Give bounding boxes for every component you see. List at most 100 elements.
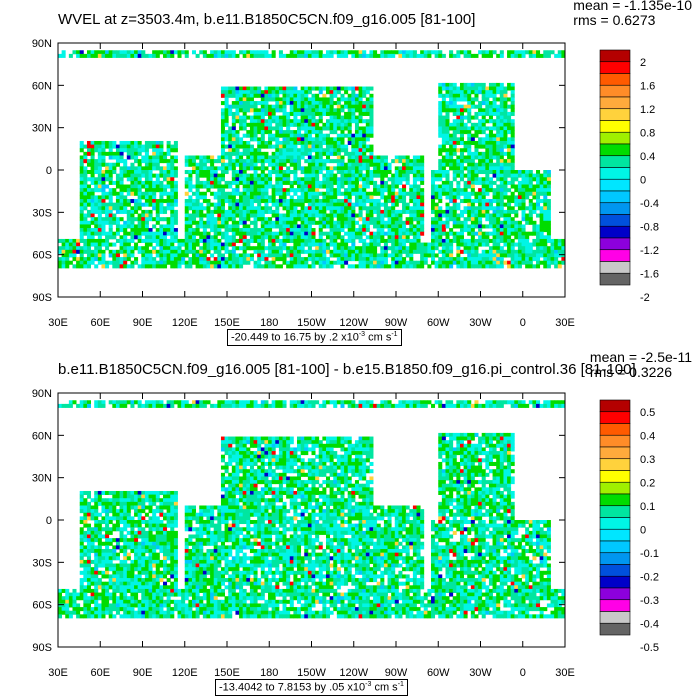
colorbar-swatch — [599, 505, 631, 518]
colorbar-label: -0.2 — [640, 571, 659, 583]
colorbar-swatch — [599, 190, 631, 204]
colorbar-label: 1.2 — [640, 104, 655, 116]
colorbar-swatch — [599, 178, 631, 192]
colorbar-swatch — [599, 261, 631, 274]
x-tick-label: 180 — [260, 317, 278, 329]
x-tick-label: 0 — [520, 317, 526, 329]
colorbar-swatch — [599, 225, 631, 239]
colorbar-swatch — [599, 131, 631, 145]
colorbar-label: -0.4 — [640, 198, 659, 210]
mean-label: mean = -1.135e-10 — [573, 0, 692, 13]
colorbar-swatch — [599, 96, 631, 110]
colorbar-swatch — [599, 272, 631, 286]
x-tick-label: 30W — [469, 667, 492, 679]
y-tick-label: 90N — [32, 388, 52, 400]
x-tick-label: 30E — [555, 317, 575, 329]
bottom-panel: b.e11.B1850C5CN.f09_g16.005 [81-100] - b… — [0, 350, 700, 700]
range-label: -13.4042 to 7.8153 by .05 x10 — [219, 681, 366, 694]
x-tick-label: 30E — [555, 667, 575, 679]
colorbar-swatch — [599, 540, 631, 554]
y-tick-label: 90N — [32, 38, 52, 50]
colorbar-label: -0.5 — [640, 642, 659, 654]
colorbar-label: 0 — [640, 524, 646, 536]
x-tick-label: 30E — [48, 317, 68, 329]
rms-label: rms = 0.3226 — [589, 364, 673, 380]
colorbar-swatch — [599, 237, 631, 251]
x-tick-label: 120W — [339, 317, 368, 329]
colorbar-label: 0 — [640, 174, 646, 186]
colorbar-label: -1.2 — [640, 245, 659, 257]
colorbar-swatch — [599, 599, 631, 612]
y-tick-label: 30S — [32, 207, 52, 219]
colorbar-label: -2 — [640, 292, 650, 304]
x-tick-label: 60W — [427, 317, 450, 329]
colorbar-label: -0.3 — [640, 595, 659, 607]
colorbar-swatch — [599, 446, 631, 460]
colorbar-swatch — [599, 120, 631, 133]
colorbar-swatch — [599, 49, 631, 63]
y-tick-label: 90S — [32, 292, 52, 304]
range-units: cm s — [371, 681, 398, 694]
chart-title: b.e11.B1850C5CN.f09_g16.005 [81-100] - b… — [58, 361, 636, 378]
colorbar-label: -0.1 — [640, 548, 659, 560]
colorbar-swatch — [599, 622, 631, 636]
y-tick-label: 60S — [32, 250, 52, 262]
mean-label: mean = -2.5e-11 — [589, 349, 692, 365]
x-tick-label: 90W — [385, 667, 408, 679]
colorbar-swatch — [599, 470, 631, 483]
colorbar-label: -1.6 — [640, 268, 659, 280]
x-tick-label: 90E — [133, 317, 153, 329]
colorbar-swatch — [599, 481, 631, 495]
colorbar-label: 2 — [640, 57, 646, 69]
range-exponent: -3 — [365, 681, 372, 688]
x-tick-label: 150E — [214, 317, 240, 329]
colorbar-swatch — [599, 611, 631, 624]
colorbar-swatch — [599, 249, 631, 262]
stats-block: mean = -1.135e-10 rms = 0.6273 — [573, 0, 692, 28]
y-tick-label: 30N — [32, 123, 52, 135]
range-units-exponent: -1 — [391, 331, 398, 338]
colorbar-label: 0.3 — [640, 454, 655, 466]
x-tick-label: 150W — [297, 317, 326, 329]
colorbar-swatch — [599, 167, 631, 180]
colorbar-swatch — [599, 143, 631, 157]
rms-label: rms = 0.6273 — [573, 12, 656, 28]
colorbar-swatch — [599, 155, 631, 168]
contour-range-box: -20.449 to 16.75 by .2 x10-3 cm s-1 — [227, 329, 402, 346]
colorbar-label: 0.4 — [640, 430, 655, 442]
x-tick-label: 30W — [469, 317, 492, 329]
colorbar-label: -0.8 — [640, 221, 659, 233]
top-panel: WVEL at z=3503.4m, b.e11.B1850C5CN.f09_g… — [32, 0, 692, 346]
colorbar-swatch — [599, 575, 631, 589]
x-tick-label: 30E — [48, 667, 68, 679]
colorbar-swatch — [599, 411, 631, 424]
colorbar-swatch — [599, 528, 631, 542]
colorbar-label: 1.6 — [640, 80, 655, 92]
x-tick-label: 120W — [339, 667, 368, 679]
colorbar-label: -0.4 — [640, 618, 659, 630]
colorbar-swatch — [599, 61, 631, 74]
colorbar-swatch — [599, 587, 631, 601]
x-tick-label: 150E — [214, 667, 240, 679]
y-tick-label: 30S — [32, 557, 52, 569]
colorbar-label: 0.4 — [640, 151, 655, 163]
colorbar-swatch — [599, 84, 631, 98]
x-tick-label: 60E — [90, 317, 110, 329]
y-tick-label: 90S — [32, 642, 52, 654]
colorbar-swatch — [599, 73, 631, 86]
colorbar-swatch — [599, 202, 631, 215]
x-tick-label: 90W — [385, 317, 408, 329]
contour-range-box: -13.4042 to 7.8153 by .05 x10-3 cm s-1 — [215, 679, 408, 696]
x-tick-label: 120E — [172, 317, 198, 329]
colorbar-swatch — [599, 434, 631, 448]
x-tick-label: 90E — [133, 667, 153, 679]
colorbar-swatch — [599, 564, 631, 577]
colorbar-swatch — [599, 423, 631, 436]
x-tick-label: 150W — [297, 667, 326, 679]
colorbar-label: 0.1 — [640, 501, 655, 513]
colorbar-label: 0.5 — [640, 407, 655, 419]
colorbar-swatch — [599, 214, 631, 227]
colorbar-swatch — [599, 108, 631, 121]
y-tick-label: 60N — [32, 430, 52, 442]
chart-title: WVEL at z=3503.4m, b.e11.B1850C5CN.f09_g… — [58, 11, 476, 28]
